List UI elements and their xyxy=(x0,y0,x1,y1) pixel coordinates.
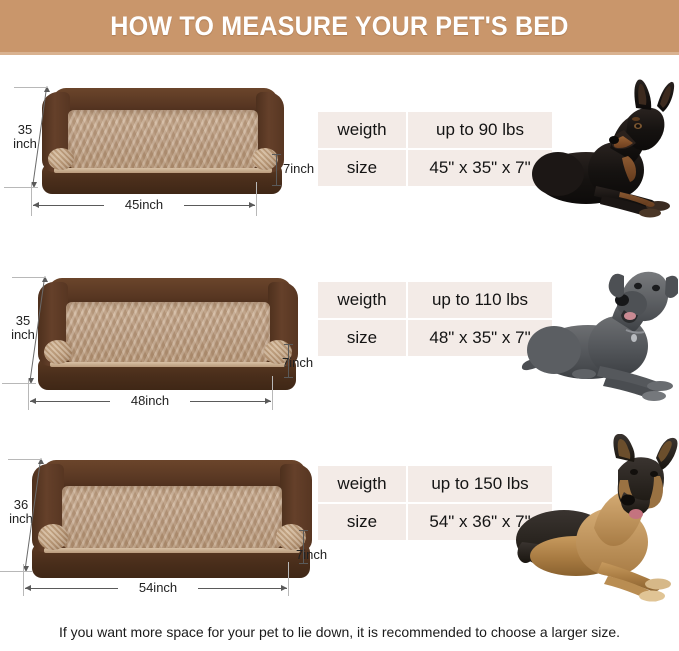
bed-knob-left xyxy=(38,524,68,550)
table-row: size 54" x 36" x 7" xyxy=(316,502,554,542)
spec-key-size: size xyxy=(316,148,408,188)
table-row: size 45" x 35" x 7" xyxy=(316,148,554,188)
bed-cushion-lip xyxy=(54,168,272,173)
bed-depth-ext-top-48 xyxy=(12,277,46,278)
footer-note: If you want more space for your pet to l… xyxy=(58,624,621,640)
bed-depth-label-48: 35 inch xyxy=(11,313,35,342)
bed-width-ext-left-45 xyxy=(31,182,32,216)
bed-depth-arrow-bottom-45 xyxy=(31,182,37,188)
bed-width-arrow-left-48 xyxy=(30,398,36,404)
bed-height-dimline-45 xyxy=(276,154,277,186)
bed-width-ext-right-48 xyxy=(272,376,273,410)
bed-height-label-48: 7inch xyxy=(282,355,314,370)
spec-key-size: size xyxy=(316,502,408,542)
bed-illustration-48 xyxy=(34,276,302,396)
bed-height-tick-bottom-45 xyxy=(272,185,281,186)
bed-width-ext-left-48 xyxy=(28,378,29,410)
spec-key-weight: weigth xyxy=(316,280,408,320)
bed-height-label-54: 7inch xyxy=(296,547,328,562)
bed-cushion xyxy=(68,110,258,170)
header-divider xyxy=(0,52,679,55)
spec-key-weight: weigth xyxy=(316,110,408,150)
bed-width-label-54: 54inch xyxy=(118,581,198,595)
bed-height-tick-bottom-54 xyxy=(299,563,308,564)
bed-height-label-45: 7inch xyxy=(283,161,315,176)
size-row-48: 35 inch 48inch 7inch weigth up to 110 lb… xyxy=(0,258,679,428)
bed-width-ext-right-45 xyxy=(256,182,257,216)
spec-table-48: weigth up to 110 lbs size 48" x 35" x 7" xyxy=(316,280,554,358)
bed-bolster-back xyxy=(42,460,306,490)
bed-cushion-lip xyxy=(50,362,286,367)
size-row-54: 36 inch 54inch 7inch weigth up to 150 lb… xyxy=(0,433,679,613)
bed-depth-label-54: 36 inch xyxy=(9,497,33,526)
bed-depth-ext-bottom-45 xyxy=(4,187,38,188)
spec-table-54: weigth up to 150 lbs size 54" x 36" x 7" xyxy=(316,464,554,542)
bed-width-ext-left-54 xyxy=(23,564,24,596)
bed-bolster-back xyxy=(52,88,278,114)
bed-illustration-54 xyxy=(28,458,316,584)
spec-key-weight: weigth xyxy=(316,464,408,504)
bed-height-tick-top-54 xyxy=(299,530,308,531)
spec-table-45: weigth up to 90 lbs size 45" x 35" x 7" xyxy=(316,110,554,188)
table-row: weigth up to 110 lbs xyxy=(316,280,554,320)
bed-height-tick-top-48 xyxy=(284,344,293,345)
bed-depth-ext-top-45 xyxy=(14,87,48,88)
table-row: size 48" x 35" x 7" xyxy=(316,318,554,358)
great-dane-illustration xyxy=(521,271,679,401)
spec-val-weight: up to 90 lbs xyxy=(406,110,554,150)
bed-knob-left xyxy=(48,148,74,170)
doberman-illustration xyxy=(532,79,675,218)
bed-width-arrow-right-45 xyxy=(249,202,255,208)
bed-illustration-45 xyxy=(38,86,288,201)
bed-depth-arrow-top-54 xyxy=(38,458,44,464)
spec-val-weight: up to 110 lbs xyxy=(406,280,554,320)
dog-image-great-dane xyxy=(520,254,679,404)
size-row-45: 35 inch 45inch 7inch weigth up to 90 lbs… xyxy=(0,78,679,238)
bed-depth-arrow-top-48 xyxy=(42,276,48,282)
bed-width-arrow-right-54 xyxy=(281,585,287,591)
bed-depth-label-45: 35 inch xyxy=(13,122,37,151)
bed-height-dimline-48 xyxy=(288,344,289,378)
bed-height-dimline-54 xyxy=(303,530,304,564)
table-row: weigth up to 90 lbs xyxy=(316,110,554,150)
bed-depth-ext-bottom-54 xyxy=(0,571,32,572)
bed-depth-arrow-top-45 xyxy=(44,86,50,92)
header-banner: HOW TO MEASURE YOUR PET'S BED xyxy=(0,0,679,52)
bed-knob-right xyxy=(276,524,306,550)
bed-cushion xyxy=(66,302,270,364)
bed-width-ext-right-54 xyxy=(288,562,289,596)
dog-image-german-shepherd xyxy=(516,433,678,606)
bed-depth-ext-top-54 xyxy=(8,459,42,460)
bed-width-label-45: 45inch xyxy=(104,198,184,212)
dog-image-doberman xyxy=(524,78,676,218)
bed-width-label-48: 48inch xyxy=(110,394,190,408)
bed-knob-left xyxy=(44,340,72,364)
bed-knob-right xyxy=(252,148,278,170)
table-row: weigth up to 150 lbs xyxy=(316,464,554,504)
bed-bolster-back xyxy=(48,278,292,306)
bed-cushion xyxy=(62,486,282,550)
bed-height-tick-bottom-48 xyxy=(284,377,293,378)
german-shepherd-illustration xyxy=(516,433,678,602)
bed-width-arrow-right-48 xyxy=(265,398,271,404)
bed-depth-arrow-bottom-54 xyxy=(23,566,29,572)
bed-depth-ext-bottom-48 xyxy=(2,383,36,384)
spec-val-weight: up to 150 lbs xyxy=(406,464,554,504)
bed-cushion-lip xyxy=(44,548,300,553)
page-title: HOW TO MEASURE YOUR PET'S BED xyxy=(110,10,569,41)
spec-key-size: size xyxy=(316,318,408,358)
bed-depth-arrow-bottom-48 xyxy=(28,378,34,384)
bed-width-arrow-left-45 xyxy=(33,202,39,208)
bed-height-tick-top-45 xyxy=(272,154,281,155)
bed-width-arrow-left-54 xyxy=(25,585,31,591)
